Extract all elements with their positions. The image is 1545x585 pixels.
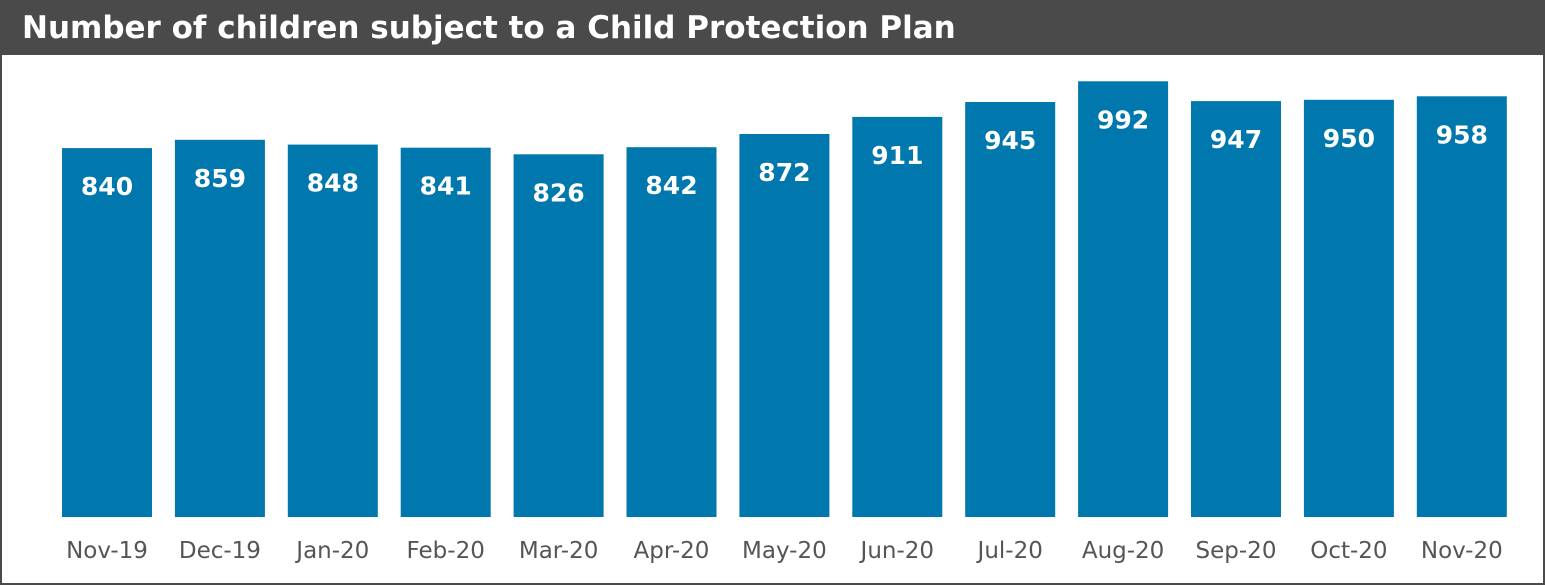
- x-tick-label-nov-19: Nov-19: [66, 538, 148, 564]
- data-label-nov-20: 958: [1436, 120, 1488, 149]
- x-tick-label-nov-20: Nov-20: [1421, 538, 1503, 564]
- x-tick-labels-group: Nov-19 Dec-19 Jan-20 Feb-20 Mar-20 Apr-20 May-…: [66, 538, 1503, 564]
- bar-sep-20: [1191, 101, 1281, 517]
- bar-dec-19: [174, 139, 265, 518]
- x-tick-label-may-20: May-20: [742, 538, 827, 564]
- bar-may-20: [739, 134, 830, 517]
- x-tick-label-jul-20: Jul-20: [976, 538, 1043, 564]
- x-tick-label-aug-20: Aug-20: [1082, 538, 1164, 564]
- data-label-mar-20: 826: [533, 178, 585, 207]
- data-label-jan-20: 848: [307, 169, 359, 198]
- x-tick-label-jun-20: Jun-20: [859, 538, 935, 564]
- bar-oct-20: [1303, 99, 1394, 518]
- x-tick-label-apr-20: Apr-20: [634, 538, 710, 564]
- x-tick-label-dec-19: Dec-19: [179, 538, 261, 564]
- bar-labels-group: 840 859 848 841 826 842 872 911 945 992 947 950 958: [81, 105, 1488, 207]
- data-label-jun-20: 911: [871, 141, 923, 170]
- bar-jan-20: [287, 144, 378, 517]
- bar-nov-20: [1416, 96, 1507, 518]
- bar-aug-20: [1078, 81, 1169, 518]
- bar-feb-20: [400, 147, 491, 517]
- x-tick-label-jan-20: Jan-20: [294, 538, 369, 564]
- data-label-may-20: 872: [758, 158, 810, 187]
- x-tick-label-oct-20: Oct-20: [1310, 538, 1387, 564]
- bar-nov-19: [62, 148, 152, 517]
- data-label-dec-19: 859: [194, 164, 246, 193]
- bars-group: [62, 81, 1507, 518]
- data-label-oct-20: 950: [1323, 124, 1375, 153]
- data-label-apr-20: 842: [645, 171, 697, 200]
- bar-mar-20: [513, 154, 604, 518]
- x-tick-label-feb-20: Feb-20: [407, 538, 485, 564]
- x-tick-label-mar-20: Mar-20: [519, 538, 599, 564]
- data-label-feb-20: 841: [420, 172, 472, 201]
- title-bar: Number of children subject to a Child Pr…: [0, 0, 1545, 55]
- bar-apr-20: [626, 147, 717, 517]
- chart-title: Number of children subject to a Child Pr…: [22, 10, 956, 46]
- bar-jul-20: [965, 102, 1056, 517]
- data-label-aug-20: 992: [1097, 105, 1149, 134]
- data-label-jul-20: 945: [984, 126, 1036, 155]
- x-tick-label-sep-20: Sep-20: [1196, 538, 1277, 564]
- data-label-sep-20: 947: [1210, 125, 1262, 154]
- bar-jun-20: [852, 116, 943, 518]
- data-label-nov-19: 840: [81, 172, 133, 201]
